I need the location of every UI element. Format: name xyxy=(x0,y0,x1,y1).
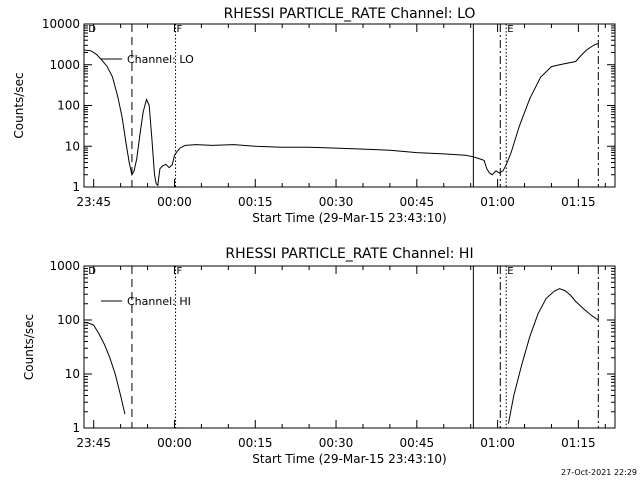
x-tick-label: 01:15 xyxy=(561,436,596,450)
event-marker-label: D xyxy=(88,266,96,277)
event-marker-label: E xyxy=(507,266,513,277)
y-axis-label: Counts/sec xyxy=(12,72,26,138)
y-tick-label: 1000 xyxy=(49,259,80,273)
x-tick-label: 01:15 xyxy=(561,195,596,209)
y-tick-label: 1000 xyxy=(49,58,80,72)
x-tick-label: 00:45 xyxy=(400,195,435,209)
plot-frame xyxy=(83,265,616,429)
lo-channel-panel: RHESSI PARTICLE_RATE Channel: LO Counts/s… xyxy=(12,6,616,225)
event-marker-label: D xyxy=(88,24,96,35)
x-tick-label: 00:45 xyxy=(400,436,435,450)
y-tick-label: 10 xyxy=(65,139,80,153)
event-marker-label: E xyxy=(507,24,513,35)
x-tick-label: 00:30 xyxy=(319,436,354,450)
x-tick-label: 00:00 xyxy=(157,436,192,450)
x-axis-label: Start Time (29-Mar-15 23:43:10) xyxy=(252,452,446,466)
event-marker-label: F xyxy=(177,266,183,277)
series-line xyxy=(83,43,599,187)
chart-title: RHESSI PARTICLE_RATE Channel: LO xyxy=(224,6,476,22)
x-axis-label: Start Time (29-Mar-15 23:43:10) xyxy=(252,211,446,225)
hi-channel-panel: RHESSI PARTICLE_RATE Channel: HI Counts/s… xyxy=(22,246,616,466)
x-tick-label: 00:15 xyxy=(238,436,273,450)
footer-timestamp: 27-Oct-2021 22:29 xyxy=(561,468,637,477)
y-tick-label: 100 xyxy=(57,313,80,327)
y-tick-label: 10000 xyxy=(42,17,80,31)
x-tick-label: 00:15 xyxy=(238,195,273,209)
chart-title: RHESSI PARTICLE_RATE Channel: HI xyxy=(225,246,473,262)
x-tick-label: 01:00 xyxy=(480,436,515,450)
plot-frame xyxy=(83,23,616,188)
y-tick-label: 100 xyxy=(57,99,80,113)
y-tick-label: 1 xyxy=(72,180,80,194)
y-tick-label: 1 xyxy=(72,421,80,435)
x-tick-label: 23:45 xyxy=(76,195,111,209)
legend-label: Channel: LO xyxy=(127,53,194,66)
x-tick-label: 23:45 xyxy=(76,436,111,450)
series-line xyxy=(83,322,126,415)
y-tick-label: 10 xyxy=(65,367,80,381)
event-marker-label: F xyxy=(177,24,183,35)
x-tick-label: 00:30 xyxy=(319,195,354,209)
x-tick-label: 00:00 xyxy=(157,195,192,209)
y-axis-label: Counts/sec xyxy=(22,314,36,380)
x-tick-label: 01:00 xyxy=(480,195,515,209)
legend-label: Channel: HI xyxy=(127,295,191,308)
series-line xyxy=(507,288,599,424)
